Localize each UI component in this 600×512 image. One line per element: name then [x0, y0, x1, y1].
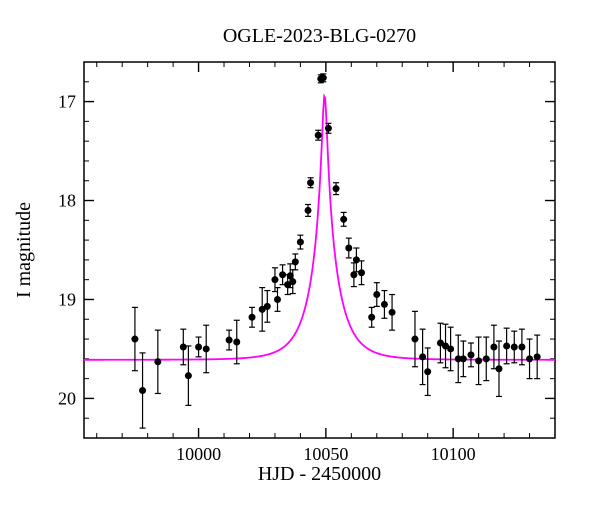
- svg-text:18: 18: [58, 191, 76, 211]
- svg-text:20: 20: [58, 388, 76, 408]
- svg-text:17: 17: [58, 92, 76, 112]
- microlensing-lightcurve-chart: OGLE-2023-BLG-0270 HJD - 2450000 I magni…: [0, 0, 600, 512]
- data-points: [131, 74, 540, 428]
- svg-text:10050: 10050: [303, 444, 348, 464]
- svg-text:10100: 10100: [431, 444, 476, 464]
- plot-axes: 10000 10050 10100 17 18 19 20: [58, 62, 555, 464]
- x-axis-label: HJD - 2450000: [258, 463, 381, 485]
- y-axis-label: I magnitude: [13, 202, 35, 298]
- svg-text:10000: 10000: [176, 444, 221, 464]
- svg-text:19: 19: [58, 289, 76, 309]
- chart-title: OGLE-2023-BLG-0270: [223, 25, 416, 47]
